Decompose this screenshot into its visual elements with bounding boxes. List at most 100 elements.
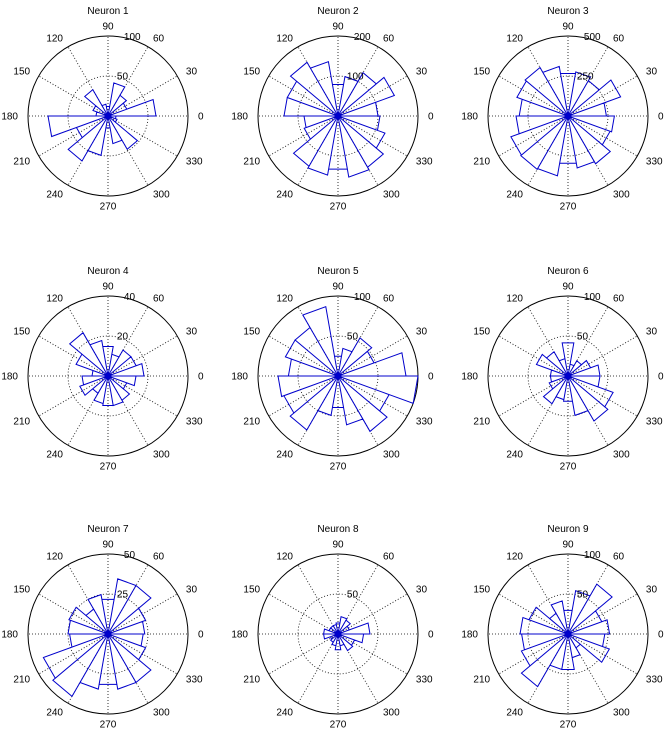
grid-ring <box>297 593 379 675</box>
angle-label: 330 <box>186 157 203 168</box>
rose-bars <box>535 342 614 422</box>
outer-ring <box>257 553 419 715</box>
chart-title: Neuron 8 <box>317 524 359 535</box>
spoke-line <box>67 375 109 446</box>
angle-label: 150 <box>243 585 260 596</box>
spoke-line <box>498 335 569 377</box>
rose-bars <box>277 305 419 433</box>
angle-label: 30 <box>646 585 658 596</box>
outer-ring <box>27 553 189 715</box>
angle-label: 120 <box>276 294 293 305</box>
angle-label: 30 <box>416 327 428 338</box>
radius-label: 50 <box>577 332 589 343</box>
spoke-line <box>567 633 609 704</box>
chart-title: Neuron 2 <box>317 6 359 17</box>
angle-label: 30 <box>416 67 428 78</box>
angle-label: 60 <box>153 294 165 305</box>
spoke-line <box>567 375 638 417</box>
radius-label: 100 <box>584 550 601 561</box>
angle-label: 210 <box>473 417 490 428</box>
angle-label: 270 <box>560 202 577 213</box>
angle-label: 210 <box>243 675 260 686</box>
angle-label: 300 <box>153 707 170 718</box>
spoke-line <box>567 306 609 377</box>
chart-title: Neuron 4 <box>87 266 129 277</box>
outer-ring <box>27 295 189 457</box>
grid-ring <box>67 335 149 417</box>
angle-label: 210 <box>13 417 30 428</box>
angle-label: 270 <box>560 720 577 731</box>
rose-bars <box>47 82 157 162</box>
angle-label: 90 <box>562 282 574 293</box>
spoke-line <box>268 75 339 117</box>
angle-label: 330 <box>416 417 433 428</box>
grid-ring <box>67 593 149 675</box>
spoke-line <box>268 633 339 675</box>
radius-label: 100 <box>347 72 364 83</box>
angle-label: 30 <box>186 67 198 78</box>
spoke-line <box>498 75 569 117</box>
angle-label: 180 <box>1 630 18 641</box>
angle-label: 330 <box>416 157 433 168</box>
angle-label: 30 <box>646 67 658 78</box>
angle-label: 30 <box>646 327 658 338</box>
radius-label: 250 <box>577 72 594 83</box>
angle-label: 270 <box>330 202 347 213</box>
rose-bars <box>42 578 152 698</box>
angle-label: 90 <box>562 540 574 551</box>
spoke-line <box>498 593 569 635</box>
spoke-line <box>567 75 638 117</box>
angle-label: 240 <box>46 189 63 200</box>
angle-label: 120 <box>46 294 63 305</box>
angle-label: 150 <box>473 327 490 338</box>
angle-label: 240 <box>276 707 293 718</box>
radius-label: 200 <box>354 32 371 43</box>
spoke-line <box>297 564 339 635</box>
spoke-line <box>567 335 638 377</box>
spoke-line <box>38 115 109 157</box>
angle-label: 300 <box>613 189 630 200</box>
angle-label: 90 <box>332 282 344 293</box>
angle-label: 0 <box>198 372 204 383</box>
angle-label: 0 <box>198 112 204 123</box>
outer-ring <box>487 35 649 197</box>
angle-label: 180 <box>231 630 248 641</box>
angle-label: 300 <box>153 449 170 460</box>
angle-label: 120 <box>506 294 523 305</box>
polar-plot-4: 0 30 60 90 120 150 180 210 240 270 300 330 20 40 Neuro… <box>1 266 204 473</box>
spoke-line <box>337 375 408 417</box>
angle-label: 0 <box>658 630 664 641</box>
angle-label: 150 <box>473 67 490 78</box>
angle-label: 90 <box>332 22 344 33</box>
chart-title: Neuron 1 <box>87 6 129 17</box>
angle-label: 240 <box>506 707 523 718</box>
spoke-line <box>268 375 339 417</box>
angle-label: 240 <box>506 189 523 200</box>
angle-label: 150 <box>13 585 30 596</box>
angle-label: 330 <box>416 675 433 686</box>
angle-label: 210 <box>473 157 490 168</box>
radius-label: 50 <box>577 590 589 601</box>
angle-label: 30 <box>186 327 198 338</box>
angle-label: 180 <box>1 372 18 383</box>
spoke-line <box>337 633 408 675</box>
angle-label: 90 <box>102 282 114 293</box>
spoke-line <box>107 115 149 186</box>
chart-title: Neuron 5 <box>317 266 359 277</box>
spoke-line <box>337 564 379 635</box>
angle-label: 330 <box>186 675 203 686</box>
angle-label: 120 <box>276 552 293 563</box>
angle-label: 270 <box>330 720 347 731</box>
spoke-line <box>527 375 569 446</box>
radius-label: 20 <box>117 332 129 343</box>
angle-label: 120 <box>506 34 523 45</box>
spoke-line <box>107 306 149 377</box>
angle-label: 150 <box>243 327 260 338</box>
chart-title: Neuron 9 <box>547 524 589 535</box>
angle-label: 240 <box>46 449 63 460</box>
angle-label: 90 <box>102 540 114 551</box>
angle-label: 90 <box>332 540 344 551</box>
angle-label: 270 <box>330 462 347 473</box>
angle-label: 240 <box>506 449 523 460</box>
radius-label: 50 <box>124 550 136 561</box>
